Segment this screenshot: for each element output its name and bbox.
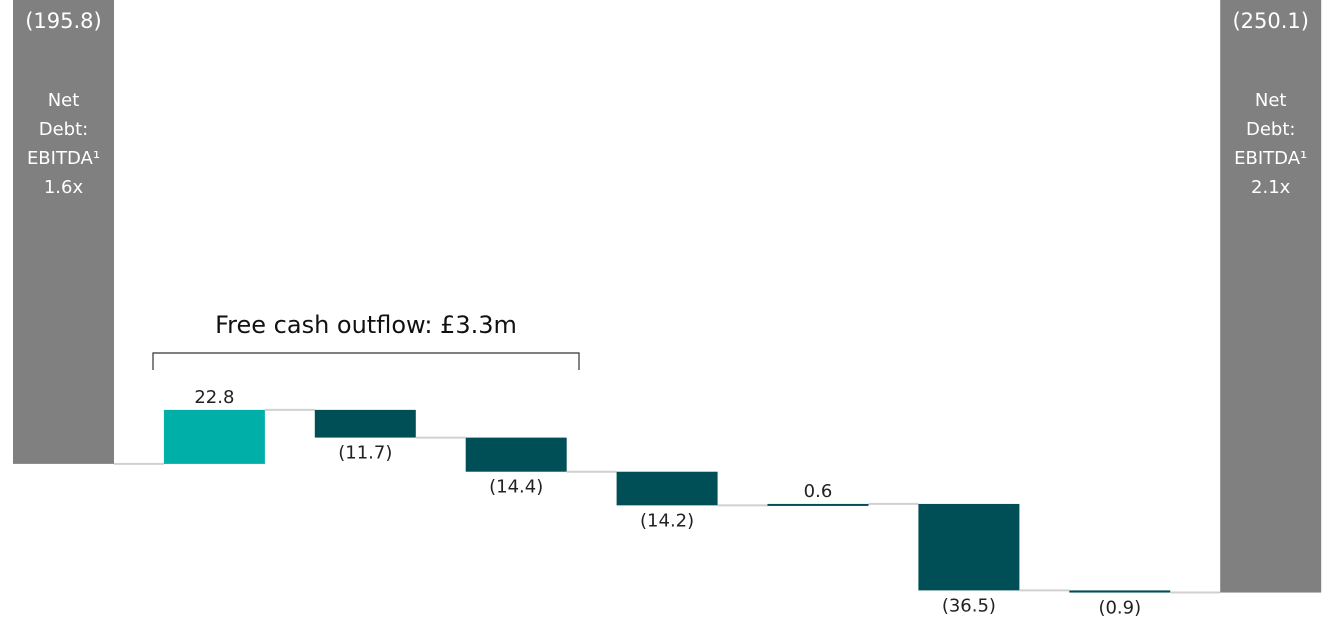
total-note: Net — [48, 90, 80, 111]
total-note: 2.1x — [1251, 177, 1291, 198]
value-label: (14.4) — [489, 477, 543, 498]
value-label: (36.5) — [942, 595, 996, 616]
total-note: EBITDA¹ — [27, 148, 100, 169]
total-note: Debt: — [39, 119, 88, 140]
value-label: (11.7) — [338, 443, 392, 464]
bar — [314, 409, 416, 438]
bar — [1220, 0, 1322, 593]
bar — [163, 409, 265, 464]
total-note: EBITDA¹ — [1234, 148, 1307, 169]
total-note: Debt: — [1246, 119, 1295, 140]
value-label: (0.9) — [1098, 598, 1141, 619]
total-note: Net — [1255, 90, 1287, 111]
value-label: (195.8) — [25, 9, 102, 33]
bar — [1069, 590, 1171, 593]
value-label: 0.6 — [804, 481, 833, 502]
value-label: (250.1) — [1232, 9, 1309, 33]
bracket-label: Free cash outflow: £3.3m — [215, 311, 517, 339]
value-label: 22.8 — [194, 387, 234, 408]
bar — [13, 0, 114, 464]
bar — [767, 503, 869, 506]
bar — [918, 503, 1020, 591]
bracket — [152, 352, 580, 370]
total-note: 1.6x — [44, 177, 84, 198]
value-label: (14.2) — [640, 510, 694, 531]
bar — [465, 437, 567, 472]
bar — [616, 471, 718, 506]
